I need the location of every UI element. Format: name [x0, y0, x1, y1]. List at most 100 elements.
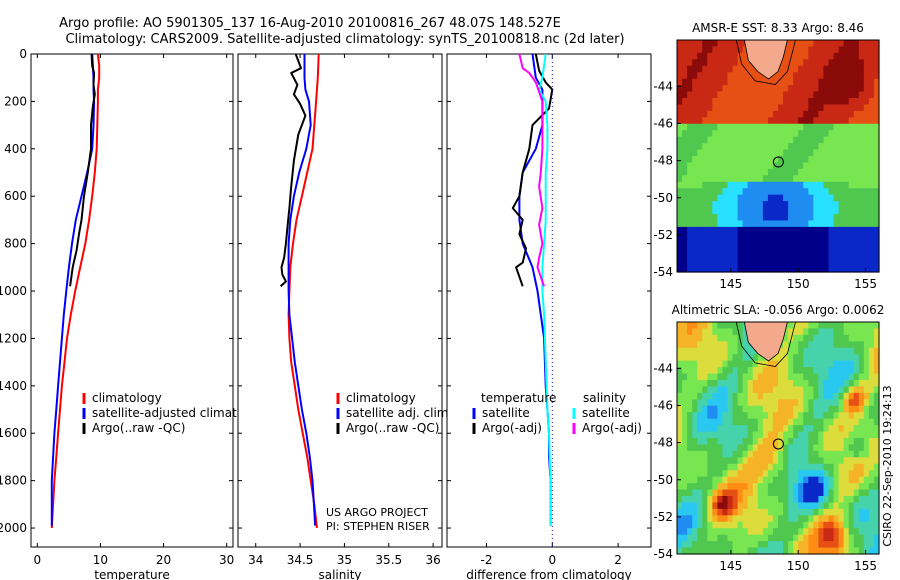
map-cell: [818, 40, 825, 48]
map-cell: [788, 405, 794, 413]
map-cell: [682, 65, 688, 73]
map-cell: [818, 239, 825, 247]
map-cell: [838, 425, 845, 433]
map-cell: [838, 156, 845, 164]
map-cell: [717, 418, 724, 426]
map-cell: [687, 156, 693, 164]
x-tick-label: 34: [248, 553, 263, 567]
map-cell: [793, 334, 799, 342]
map-cell: [747, 149, 754, 157]
map-cell: [858, 328, 865, 336]
map-cell: [727, 502, 734, 510]
map-cell: [677, 334, 683, 342]
map-cell: [677, 489, 683, 497]
map-cell: [772, 425, 779, 433]
map-cell: [762, 143, 769, 151]
map-cell: [808, 489, 814, 497]
map-cell: [873, 65, 880, 73]
map-cell: [848, 541, 855, 549]
map-cell: [737, 425, 744, 433]
map-cell: [772, 483, 779, 491]
map-cell: [717, 214, 724, 222]
map-cell: [848, 322, 855, 330]
map-cell: [793, 521, 799, 529]
map-cell: [692, 354, 698, 362]
map-cell: [793, 188, 799, 196]
map-cell: [677, 322, 683, 330]
map-cell: [783, 399, 789, 407]
map-cell: [702, 354, 708, 362]
map-cell: [788, 367, 794, 375]
map-cell: [677, 360, 683, 368]
map-cell: [838, 438, 845, 446]
map-cell: [808, 72, 814, 80]
map-cell: [737, 201, 744, 209]
map-cell: [772, 534, 779, 542]
map-cell: [798, 162, 804, 170]
map-cell: [793, 489, 799, 497]
map-cell: [687, 65, 693, 73]
map-cell: [702, 457, 708, 465]
map-cell: [808, 168, 814, 176]
map-cell: [717, 175, 724, 183]
map-cell: [702, 547, 708, 555]
map-cell: [788, 392, 794, 400]
map-cell: [798, 233, 804, 241]
map-cell: [843, 239, 850, 247]
map-cell: [843, 65, 850, 73]
map-cell: [818, 265, 825, 273]
map-cell: [742, 360, 749, 368]
map-cell: [858, 194, 865, 202]
map-cell: [848, 360, 855, 368]
map-cell: [868, 207, 875, 215]
map-cell: [742, 85, 749, 93]
map-cell: [722, 534, 729, 542]
map-cell: [697, 528, 703, 536]
map-cell: [712, 373, 718, 381]
map-cell: [682, 534, 688, 542]
map-cell: [823, 450, 830, 458]
map-cell: [697, 425, 703, 433]
map-cell: [742, 136, 749, 144]
map-cell: [727, 40, 734, 48]
map-cell: [697, 341, 703, 349]
map-cell: [757, 502, 764, 510]
map-cell: [757, 386, 764, 394]
map-cell: [717, 347, 724, 355]
map-cell: [727, 547, 734, 555]
map-cell: [828, 528, 835, 536]
map-cell: [677, 78, 683, 86]
map-cell: [788, 188, 794, 196]
map-cell: [697, 508, 703, 516]
map-cell: [868, 360, 875, 368]
map-cell: [742, 380, 749, 388]
map-cell: [692, 59, 698, 67]
map-cell: [838, 541, 845, 549]
map-cell: [712, 334, 718, 342]
map-cell: [813, 162, 819, 170]
map-cell: [712, 239, 718, 247]
map-cell: [767, 104, 774, 112]
map-cell: [747, 220, 754, 228]
map-cell: [858, 347, 865, 355]
map-cell: [757, 457, 764, 465]
map-cell: [682, 259, 688, 267]
map-cell: [742, 328, 749, 336]
map-cell: [798, 334, 804, 342]
map-cell: [868, 156, 875, 164]
map-cell: [858, 156, 865, 164]
map-cell: [767, 207, 774, 215]
map-cell: [818, 207, 825, 215]
map-cell: [808, 502, 814, 510]
map-cell: [747, 239, 754, 247]
map-cell: [772, 399, 779, 407]
map-cell: [772, 110, 779, 118]
map-cell: [742, 412, 749, 420]
map-cell: [747, 181, 754, 189]
map-cell: [752, 360, 759, 368]
map-cell: [843, 386, 850, 394]
map-cell: [873, 528, 880, 536]
map-cell: [677, 123, 683, 131]
map-cell: [702, 541, 708, 549]
map-cell: [747, 476, 754, 484]
